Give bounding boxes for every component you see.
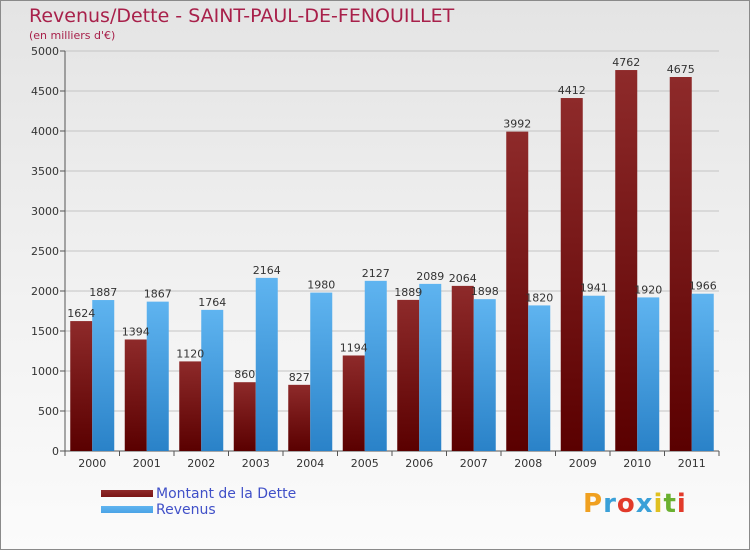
bar-revenus bbox=[310, 292, 333, 451]
logo-letter: x bbox=[635, 489, 654, 519]
data-label-revenus: 2089 bbox=[416, 270, 444, 283]
y-tick-label: 3500 bbox=[31, 165, 59, 178]
logo-letter: i bbox=[676, 489, 687, 519]
data-label-revenus: 1920 bbox=[634, 283, 662, 296]
x-tick-label: 2007 bbox=[460, 457, 488, 470]
y-tick-label: 1000 bbox=[31, 365, 59, 378]
legend-swatch-revenus bbox=[101, 506, 153, 513]
legend-swatch-debt bbox=[101, 490, 153, 497]
bar-revenus bbox=[691, 293, 714, 451]
data-label-revenus: 1887 bbox=[89, 286, 117, 299]
bar-debt bbox=[70, 321, 93, 451]
axes: 0 500 1000 1500 2000 2500 3000 3500 4000 4500 5000… bbox=[31, 45, 720, 470]
data-label-debt: 1194 bbox=[340, 341, 368, 354]
data-label-debt: 4762 bbox=[612, 56, 640, 69]
bar-debt bbox=[179, 361, 202, 451]
data-labels: 1624 1887 1394 1867 1120 1764 860 2164 827 1980 11… bbox=[67, 56, 717, 384]
bar-debt bbox=[233, 382, 256, 451]
y-tick-label: 1500 bbox=[31, 325, 59, 338]
bar-revenus bbox=[473, 299, 496, 451]
bar-debt bbox=[615, 70, 638, 451]
bar-revenus bbox=[146, 301, 169, 451]
chart-subtitle: (en milliers d'€) bbox=[29, 29, 116, 42]
data-label-revenus: 2164 bbox=[253, 264, 281, 277]
bar-revenus bbox=[364, 280, 387, 451]
data-label-revenus: 1941 bbox=[580, 282, 608, 295]
data-label-debt: 3992 bbox=[503, 118, 531, 131]
gridlines bbox=[65, 50, 719, 412]
bars bbox=[70, 70, 714, 451]
legend-label-revenus: Revenus bbox=[156, 502, 216, 518]
data-label-revenus: 1966 bbox=[689, 280, 717, 293]
data-label-debt: 1120 bbox=[176, 347, 204, 360]
bar-revenus bbox=[92, 300, 115, 451]
x-tick-label: 2001 bbox=[133, 457, 161, 470]
logo-letter: P bbox=[583, 489, 604, 519]
bar-revenus bbox=[255, 277, 278, 451]
x-tick-label: 2009 bbox=[569, 457, 597, 470]
data-label-revenus: 1764 bbox=[198, 296, 226, 309]
y-tick-label: 5000 bbox=[31, 45, 59, 58]
logo-letter: r bbox=[603, 489, 617, 519]
data-label-debt: 2064 bbox=[449, 272, 477, 285]
x-tick-label: 2000 bbox=[78, 457, 106, 470]
data-label-debt: 1624 bbox=[67, 307, 95, 320]
logo-letter: t bbox=[663, 489, 677, 519]
bar-revenus bbox=[637, 297, 660, 451]
logo-letter: o bbox=[616, 489, 636, 519]
bar-revenus bbox=[582, 295, 605, 451]
data-label-revenus: 2127 bbox=[362, 267, 390, 280]
y-tick-label: 3000 bbox=[31, 205, 59, 218]
x-tick-label: 2004 bbox=[296, 457, 324, 470]
bar-debt bbox=[669, 77, 692, 451]
y-tick-label: 4500 bbox=[31, 85, 59, 98]
data-label-debt: 827 bbox=[289, 371, 310, 384]
x-tick-label: 2003 bbox=[242, 457, 270, 470]
bar-revenus bbox=[528, 305, 551, 451]
y-tick-label: 0 bbox=[52, 445, 59, 458]
data-label-debt: 860 bbox=[234, 368, 255, 381]
legend-label-debt: Montant de la Dette bbox=[156, 486, 297, 502]
proxiti-logo: Proxiti bbox=[583, 489, 687, 519]
bar-debt bbox=[288, 384, 311, 451]
data-label-revenus: 1898 bbox=[471, 285, 499, 298]
data-label-revenus: 1867 bbox=[144, 288, 172, 301]
bar-debt bbox=[397, 299, 420, 451]
data-label-revenus: 1980 bbox=[307, 279, 335, 292]
y-tick-label: 500 bbox=[38, 405, 59, 418]
y-tick-label: 2500 bbox=[31, 245, 59, 258]
chart-title: Revenus/Dette - SAINT-PAUL-DE-FENOUILLET bbox=[29, 5, 455, 27]
data-label-debt: 4412 bbox=[558, 84, 586, 97]
bar-debt bbox=[506, 131, 529, 451]
x-tick-label: 2002 bbox=[187, 457, 215, 470]
bar-debt bbox=[124, 339, 147, 451]
logo-letter: i bbox=[653, 489, 664, 519]
x-tick-label: 2008 bbox=[514, 457, 542, 470]
y-tick-label: 4000 bbox=[31, 125, 59, 138]
x-tick-label: 2006 bbox=[405, 457, 433, 470]
bar-debt bbox=[451, 285, 474, 451]
bar-debt bbox=[560, 98, 583, 451]
bar-revenus bbox=[419, 283, 442, 451]
y-tick-label: 2000 bbox=[31, 285, 59, 298]
data-label-debt: 1889 bbox=[394, 286, 422, 299]
x-tick-label: 2005 bbox=[351, 457, 379, 470]
data-label-revenus: 1820 bbox=[525, 291, 553, 304]
x-tick-label: 2010 bbox=[623, 457, 651, 470]
bar-debt bbox=[342, 355, 365, 451]
x-tick-label: 2011 bbox=[678, 457, 706, 470]
bar-revenus bbox=[201, 309, 224, 451]
data-label-debt: 1394 bbox=[122, 325, 150, 338]
data-label-debt: 4675 bbox=[667, 63, 695, 76]
